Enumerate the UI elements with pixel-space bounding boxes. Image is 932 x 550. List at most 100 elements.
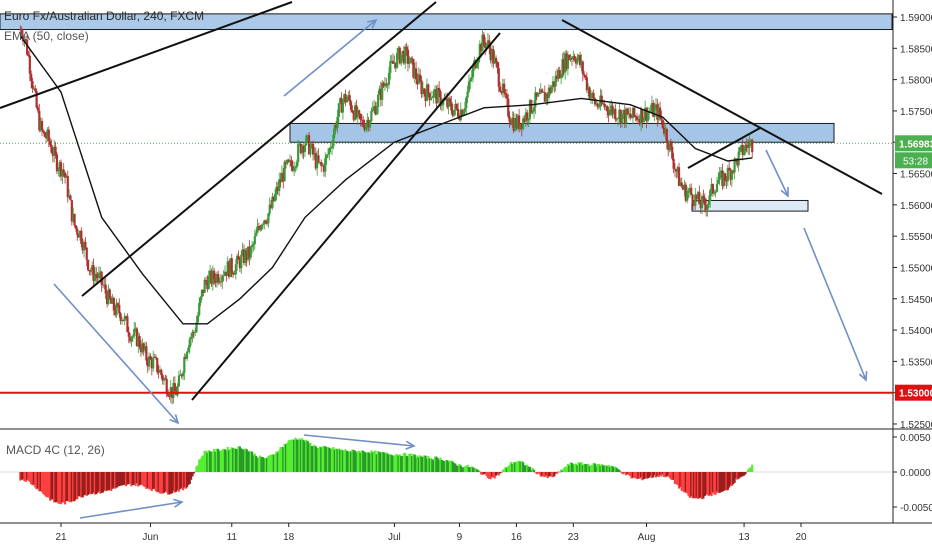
macd-bar xyxy=(176,472,179,491)
macd-bar xyxy=(431,459,434,472)
macd-bar xyxy=(585,464,588,472)
macd-bar xyxy=(625,472,628,476)
macd-bar xyxy=(335,448,338,472)
candle-body xyxy=(230,258,233,273)
macd-bar xyxy=(583,463,586,472)
macd-bar xyxy=(225,450,228,472)
candle-body xyxy=(143,346,147,351)
macd-bar xyxy=(345,450,349,472)
macd-bar xyxy=(688,472,691,498)
candle-body xyxy=(31,81,34,89)
candle-body xyxy=(513,118,517,131)
macd-bar xyxy=(387,454,391,472)
macd-bar xyxy=(366,452,369,472)
macd-bar xyxy=(115,472,118,488)
macd-bar xyxy=(433,456,437,472)
macd-bar xyxy=(705,472,708,495)
macd-bar xyxy=(597,463,601,472)
macd-bar xyxy=(49,472,52,501)
candle-body xyxy=(554,75,557,87)
macd-bar xyxy=(257,457,260,472)
time-tick-label: 11 xyxy=(227,532,238,543)
macd-bar xyxy=(691,472,694,499)
macd-bar xyxy=(450,460,453,472)
macd-bar xyxy=(751,464,754,472)
macd-bar xyxy=(650,472,654,479)
macd-bar xyxy=(389,453,392,472)
candle-body xyxy=(184,356,187,359)
candle-body xyxy=(542,91,545,93)
candle-body xyxy=(600,95,603,104)
candle-body xyxy=(615,118,618,120)
candle-body xyxy=(700,196,704,209)
candle-body xyxy=(183,356,186,373)
macd-bar xyxy=(530,469,533,472)
macd-bar xyxy=(484,472,487,474)
macd-bar xyxy=(524,465,527,472)
candle-body xyxy=(99,271,102,274)
macd-bar xyxy=(146,472,149,488)
candle-body xyxy=(581,61,584,74)
candle-body xyxy=(429,97,433,100)
macd-bar xyxy=(259,455,262,472)
macd-bar xyxy=(221,449,224,472)
macd-bar xyxy=(461,467,464,472)
candle-body xyxy=(210,270,213,285)
price-tick-label: 1.58000 xyxy=(900,76,932,87)
macd-bar xyxy=(684,472,687,493)
candle-body xyxy=(84,241,87,248)
candle-body xyxy=(135,328,138,346)
macd-bar xyxy=(329,448,332,472)
macd-bar xyxy=(500,472,503,473)
macd-bar xyxy=(505,467,508,472)
candle-body xyxy=(516,115,519,128)
candle-body xyxy=(690,187,693,195)
candle-body xyxy=(313,152,316,155)
candle-body xyxy=(578,55,582,66)
macd-bar xyxy=(494,472,498,476)
macd-bar xyxy=(202,455,205,472)
macd-bar xyxy=(322,445,326,472)
candle-body xyxy=(500,91,503,94)
channel-upper-line xyxy=(81,1,437,297)
candle-body xyxy=(501,83,504,94)
macd-bar xyxy=(391,455,395,472)
macd-bar xyxy=(381,451,384,472)
candle-body xyxy=(698,192,701,205)
macd-bar xyxy=(157,472,160,492)
macd-bar xyxy=(660,472,663,477)
macd-bar xyxy=(610,465,613,472)
macd-bar xyxy=(126,472,129,485)
macd-bar xyxy=(305,439,308,472)
macd-bar xyxy=(581,465,584,472)
candle-body xyxy=(34,88,37,92)
macd-bar xyxy=(593,463,597,472)
macd-bar xyxy=(711,472,715,493)
macd-bar xyxy=(316,448,319,472)
candle-body xyxy=(499,86,502,92)
candle-body xyxy=(321,165,324,167)
candle-body xyxy=(517,115,521,130)
candle-body xyxy=(108,289,111,299)
candle-body xyxy=(626,108,629,115)
macd-bar xyxy=(177,472,181,492)
macd-bar xyxy=(584,463,587,472)
macd-bar xyxy=(252,455,255,472)
macd-bar xyxy=(724,472,727,490)
macd-bar xyxy=(101,472,105,493)
candle-body xyxy=(166,393,170,397)
candle-body xyxy=(687,190,690,193)
candle-body xyxy=(341,101,345,113)
macd-bar xyxy=(429,458,433,472)
candle-body xyxy=(382,82,385,87)
macd-bar xyxy=(265,458,269,472)
candle-body xyxy=(641,109,644,123)
candle-body xyxy=(275,186,278,194)
candle-body xyxy=(668,141,671,151)
candle-body xyxy=(385,83,388,86)
candle-body xyxy=(741,144,744,156)
candle-body xyxy=(745,144,748,147)
candle-body xyxy=(481,34,484,52)
candle-body xyxy=(111,297,114,304)
candle-body xyxy=(271,196,274,208)
